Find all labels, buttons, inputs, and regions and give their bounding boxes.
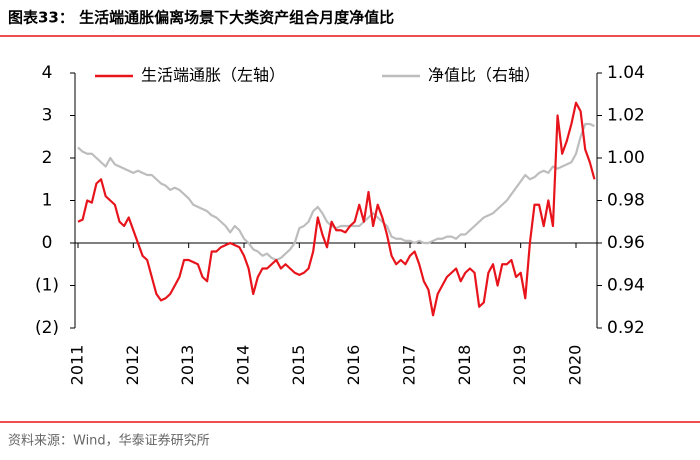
y-tick-label: 3 bbox=[42, 106, 53, 126]
y2-tick-label: 1.00 bbox=[607, 148, 645, 168]
y2-tick-label: 1.02 bbox=[607, 106, 645, 126]
x-tick-label: 2019 bbox=[510, 345, 529, 386]
x-tick-label: 2016 bbox=[344, 345, 363, 386]
series-line bbox=[77, 122, 595, 262]
y2-tick-label: 0.96 bbox=[607, 233, 645, 253]
x-tick-label: 2018 bbox=[455, 345, 474, 386]
y-tick-label: 2 bbox=[42, 148, 53, 168]
x-tick-label: 2011 bbox=[68, 345, 87, 386]
x-tick-label: 2013 bbox=[178, 345, 197, 386]
y2-tick-label: 1.04 bbox=[607, 63, 645, 83]
chart-title: 图表33： 生活端通胀偏离场景下大类资产组合月度净值比 bbox=[8, 9, 394, 27]
y2-tick-label: 0.92 bbox=[607, 318, 645, 338]
x-tick-label: 2015 bbox=[289, 345, 308, 386]
y-tick-label: (1) bbox=[35, 276, 59, 296]
x-tick-label: 2012 bbox=[123, 345, 142, 386]
x-tick-label: 2014 bbox=[234, 345, 253, 386]
y-tick-label: 4 bbox=[42, 63, 53, 83]
y-tick-label: 0 bbox=[42, 233, 53, 253]
y-tick-label: (2) bbox=[35, 318, 59, 338]
series-line bbox=[77, 101, 596, 317]
legend-label: 生活端通胀（左轴） bbox=[141, 66, 285, 85]
legend-label: 净值比（右轴） bbox=[428, 66, 540, 85]
x-tick-label: 2020 bbox=[566, 345, 585, 386]
y2-tick-label: 0.98 bbox=[607, 191, 645, 211]
x-tick-label: 2017 bbox=[400, 345, 419, 386]
source-note: 资料来源：Wind，华泰证券研究所 bbox=[8, 433, 210, 449]
y-tick-label: 1 bbox=[42, 191, 53, 211]
y2-tick-label: 0.94 bbox=[607, 276, 645, 296]
